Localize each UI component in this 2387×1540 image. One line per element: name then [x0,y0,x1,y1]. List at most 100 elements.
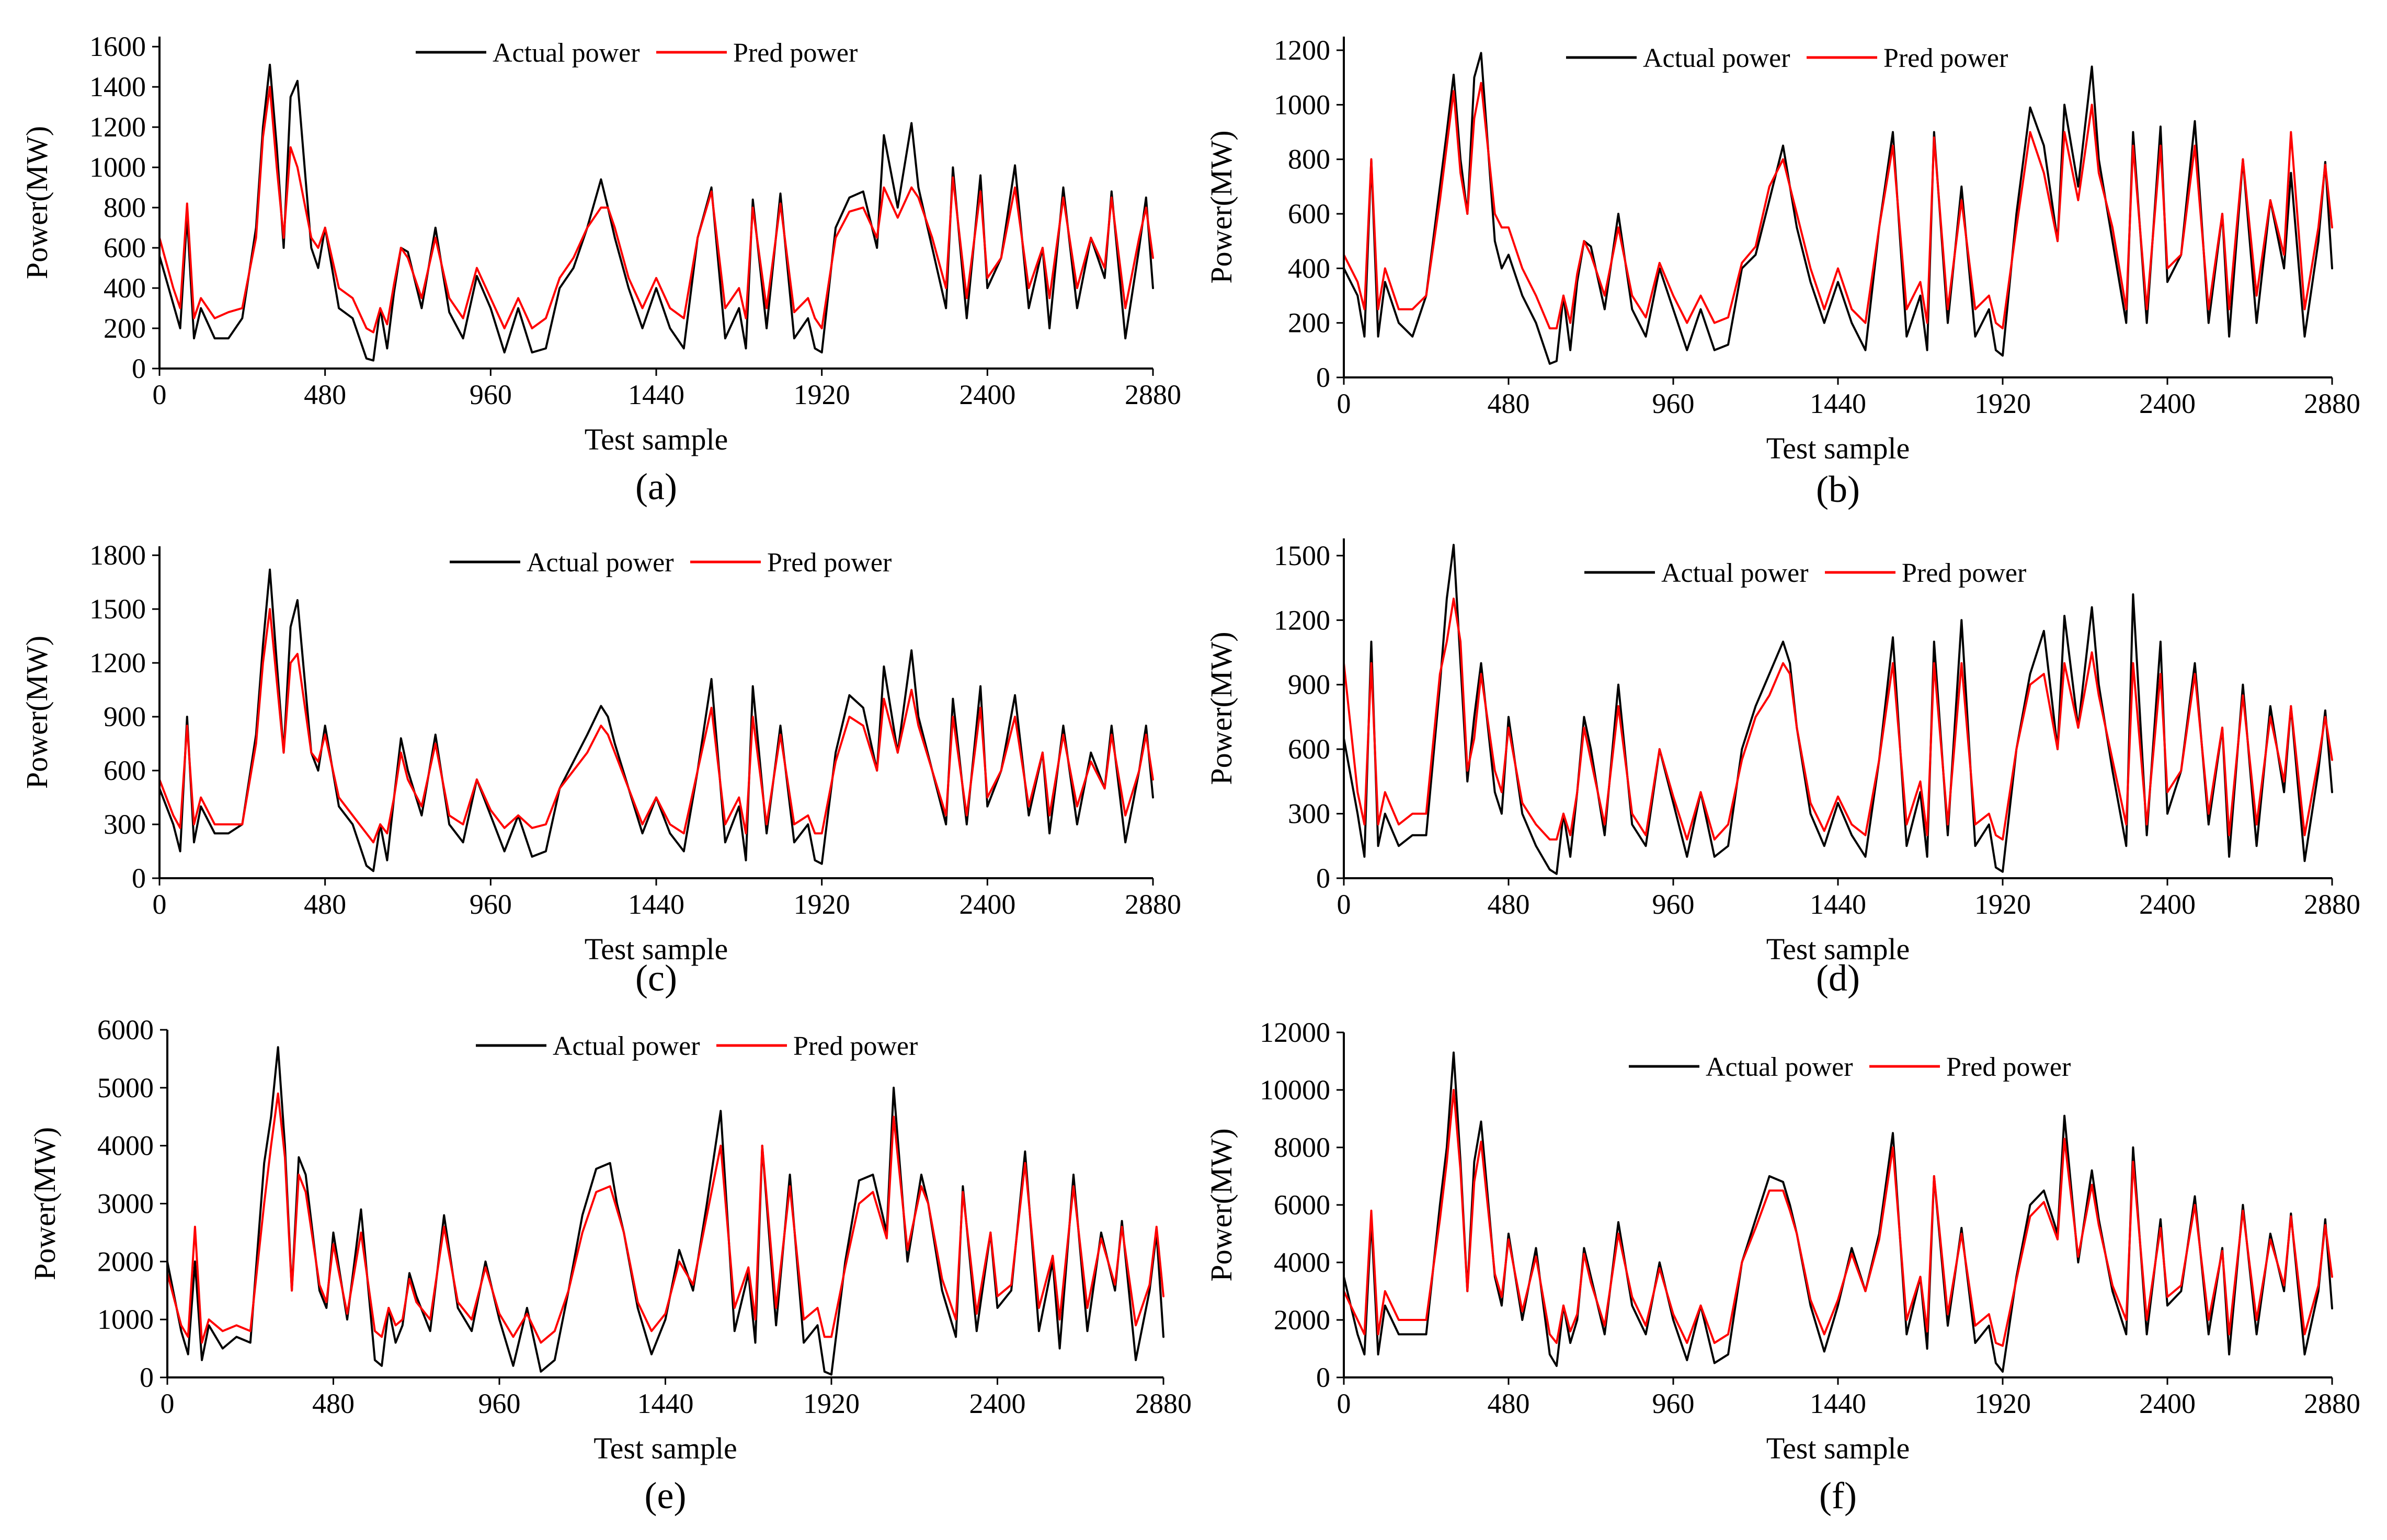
x-tick-label: 480 [304,889,346,920]
panel-c: 0 480 960 1440 1920 2400 2880 0 300 600 900 1200 150… [20,539,1181,999]
y-tick-label: 1200 [89,111,146,143]
x-axis-title: Test sample [593,1431,737,1465]
x-tick-label: 1920 [1974,889,2031,920]
x-tick-label: 960 [1652,889,1695,920]
legend: Actual power Pred power [416,38,858,68]
panel-caption: (c) [635,957,677,999]
x-tick-label: 960 [470,379,512,410]
legend: Actual power Pred power [1566,43,2008,73]
series-pred-power-line [158,86,1154,334]
x-tick-label: 2880 [1135,1388,1192,1419]
legend-pred-label: Pred power [1946,1052,2071,1082]
x-tick-label: 1440 [628,379,684,410]
y-tick-label: 1200 [89,647,146,679]
y-tick-label: 6000 [1274,1189,1330,1221]
y-tick-label: 1000 [97,1304,154,1335]
y-axis-title: Power(MW) [20,126,54,279]
x-tick-label: 1920 [1974,388,2031,419]
x-tick-label: 1920 [794,379,850,410]
panel-f: 0 480 960 1440 1920 2400 2880 0 2000 4000 6000 8000… [1204,1017,2360,1516]
x-tick-label: 1440 [1810,388,1866,419]
y-tick-label: 1500 [89,593,146,625]
y-tick-label: 900 [1288,669,1330,700]
panel-a: 0 480 960 1440 1920 2400 2880 0 200 400 600 800 1000… [20,31,1181,508]
y-tick-label: 1500 [1274,540,1330,571]
y-tick-label: 200 [104,313,146,344]
x-tick-label: 0 [153,889,167,920]
y-tick-label: 600 [1288,733,1330,765]
y-axis-title: Power(MW) [1204,130,1238,283]
legend-actual-label: Actual power [527,548,674,578]
y-axis-title: Power(MW) [20,636,54,789]
series-actual-power-line [1343,544,2333,875]
x-tick-label: 2880 [2304,889,2360,920]
x-tick-label: 2400 [969,1388,1026,1419]
y-tick-label: 10000 [1260,1074,1330,1106]
legend-pred-label: Pred power [767,548,892,578]
y-tick-label: 5000 [97,1072,154,1104]
x-tick-label: 1440 [637,1388,694,1419]
y-tick-label: 200 [1288,307,1330,339]
x-axis-title: Test sample [1766,932,1910,966]
y-tick-label: 300 [104,809,146,840]
x-tick-label: 0 [161,1388,175,1419]
x-tick-label: 2400 [959,379,1015,410]
panel-caption: (b) [1816,468,1860,510]
y-tick-label: 1000 [89,152,146,183]
y-tick-label: 800 [1288,144,1330,175]
y-tick-label: 6000 [97,1014,154,1045]
x-tick-label: 2880 [1125,379,1181,410]
x-tick-label: 480 [1488,889,1530,920]
y-tick-label: 600 [104,755,146,786]
x-tick-label: 1920 [1974,1388,2031,1419]
panel-caption: (e) [645,1475,687,1516]
panel-b: 0 480 960 1440 1920 2400 2880 0 200 400 600 800 1000… [1204,35,2360,510]
y-tick-label: 0 [132,353,146,384]
x-tick-label: 1440 [1810,889,1866,920]
x-axis-title: Test sample [585,932,728,966]
legend-actual-label: Actual power [1661,558,1809,588]
y-tick-label: 4000 [1274,1247,1330,1278]
x-tick-label: 1440 [628,889,684,920]
x-tick-label: 2400 [2139,889,2196,920]
x-tick-label: 2400 [959,889,1015,920]
legend-pred-label: Pred power [733,38,858,68]
x-tick-label: 1920 [803,1388,860,1419]
y-tick-label: 8000 [1274,1132,1330,1163]
legend: Actual power Pred power [476,1031,918,1061]
series-pred-power-line [1343,1089,2333,1347]
x-tick-label: 2880 [2304,1388,2360,1419]
y-tick-label: 1400 [89,71,146,102]
y-tick-label: 0 [132,863,146,894]
y-tick-label: 400 [1288,252,1330,284]
legend: Actual power Pred power [450,548,892,578]
legend-pred-label: Pred power [1902,558,2026,588]
x-tick-label: 960 [1652,1388,1695,1419]
y-tick-label: 800 [104,192,146,223]
y-tick-label: 0 [1316,1362,1330,1393]
series-actual-power-line [1343,1051,2333,1373]
y-tick-label: 900 [104,701,146,732]
y-tick-label: 600 [1288,198,1330,229]
legend-actual-label: Actual power [1643,43,1790,73]
y-tick-label: 400 [104,272,146,304]
y-tick-label: 0 [1316,362,1330,393]
y-tick-label: 600 [104,232,146,263]
series-pred-power-line [166,1092,1164,1344]
x-tick-label: 960 [478,1388,521,1419]
y-tick-label: 4000 [97,1130,154,1162]
x-tick-label: 480 [1488,1388,1530,1419]
series-actual-power-line [166,1046,1164,1376]
legend: Actual power Pred power [1629,1052,2071,1082]
panel-d: 0 480 960 1440 1920 2400 2880 0 300 600 900 1200 150… [1204,538,2360,999]
y-tick-label: 300 [1288,798,1330,830]
y-tick-label: 1200 [1274,604,1330,636]
x-tick-label: 960 [1652,388,1695,419]
legend: Actual power Pred power [1584,558,2026,588]
y-axis-title: Power(MW) [1204,631,1238,785]
legend-actual-label: Actual power [553,1031,700,1061]
x-tick-label: 480 [312,1388,355,1419]
y-tick-label: 1600 [89,31,146,62]
x-tick-label: 960 [470,889,512,920]
